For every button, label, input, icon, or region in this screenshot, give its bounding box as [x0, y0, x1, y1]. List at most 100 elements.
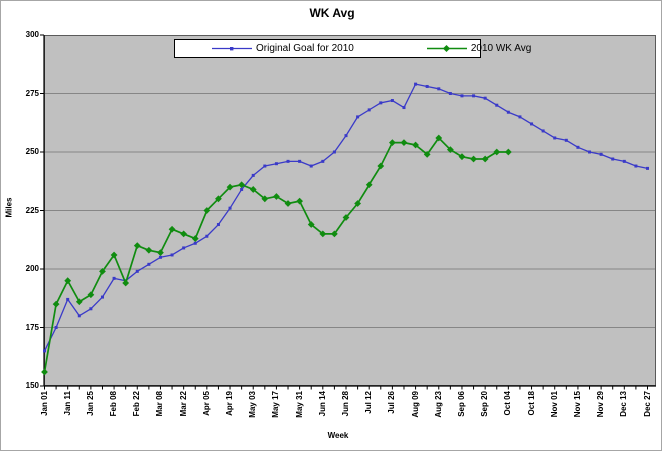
x-tick-label: Aug 23 — [433, 391, 443, 418]
square-marker-icon — [367, 108, 371, 112]
x-tick-label: Nov 29 — [596, 391, 606, 418]
x-tick-label: Jun 14 — [317, 391, 327, 417]
square-marker-icon — [541, 129, 545, 133]
x-tick-label: Oct 18 — [526, 391, 536, 416]
square-marker-icon — [216, 223, 220, 227]
square-marker-icon — [356, 115, 360, 119]
square-marker-icon — [518, 115, 522, 119]
diamond-marker-icon — [319, 230, 327, 238]
legend-goal-line-swatch — [212, 47, 252, 51]
square-marker-icon — [576, 145, 580, 149]
square-marker-icon — [588, 150, 592, 154]
diamond-marker-icon — [458, 153, 466, 161]
legend: Original Goal for 2010 2010 WK Avg — [174, 39, 531, 58]
square-marker-icon — [43, 349, 46, 353]
square-marker-icon — [622, 159, 626, 163]
diamond-marker-icon — [226, 183, 234, 191]
diamond-marker-icon — [493, 148, 501, 156]
square-marker-icon — [66, 297, 70, 301]
chart-title: WK Avg — [309, 6, 355, 20]
diamond-marker-icon — [168, 225, 176, 233]
square-marker-icon — [472, 94, 476, 98]
diamond-marker-icon — [342, 214, 350, 221]
square-marker-icon — [240, 187, 244, 191]
diamond-marker-icon — [238, 181, 246, 189]
diamond-marker-icon — [412, 141, 419, 149]
diamond-marker-icon — [504, 148, 512, 156]
square-marker-icon — [100, 295, 104, 299]
x-tick-label: May 31 — [294, 391, 304, 418]
diamond-marker-icon — [133, 242, 141, 249]
square-marker-icon — [274, 162, 278, 166]
diamond-marker-icon — [191, 235, 199, 242]
x-tick-label: Oct 04 — [503, 391, 513, 416]
square-marker-icon — [182, 246, 186, 250]
x-tick-label: Apr 05 — [201, 391, 211, 416]
square-marker-icon — [414, 82, 418, 86]
y-tick-label: 300 — [25, 30, 39, 39]
y-tick-label: 250 — [25, 147, 39, 156]
square-marker-icon — [77, 314, 81, 318]
square-marker-icon — [448, 92, 452, 95]
diamond-marker-icon — [388, 139, 396, 147]
x-tick-label: Jun 28 — [341, 391, 350, 417]
square-marker-icon — [390, 99, 394, 103]
diamond-marker-icon — [64, 277, 72, 285]
square-marker-icon — [506, 110, 510, 114]
x-tick-label: Dec 13 — [619, 391, 629, 417]
diamond-marker-icon — [203, 207, 211, 214]
x-tick-label: Jul 26 — [387, 391, 397, 414]
square-marker-icon — [646, 166, 649, 170]
square-marker-icon — [263, 164, 267, 168]
square-marker-icon — [425, 84, 429, 88]
square-marker-icon — [251, 173, 255, 177]
diamond-marker-icon — [354, 200, 361, 207]
square-marker-icon — [298, 159, 302, 163]
square-marker-icon — [147, 262, 151, 266]
y-tick-label: 150 — [25, 381, 39, 390]
x-tick-label: Feb 08 — [109, 391, 119, 417]
square-marker-icon — [599, 152, 603, 156]
x-tick-label: Jan 11 — [62, 391, 72, 416]
diamond-marker-icon — [307, 221, 315, 228]
square-marker-icon — [483, 96, 487, 100]
x-tick-label: Dec 27 — [642, 391, 652, 417]
diamond-marker-icon — [470, 155, 477, 163]
square-marker-icon — [495, 103, 499, 107]
square-marker-icon — [89, 307, 93, 311]
square-marker-icon — [402, 106, 406, 110]
x-tick-label: Mar 22 — [178, 391, 188, 417]
diamond-marker-icon — [180, 230, 188, 238]
square-marker-icon — [228, 206, 232, 210]
square-marker-icon — [170, 253, 174, 257]
diamond-marker-icon — [284, 200, 292, 207]
diamond-marker-icon — [296, 197, 304, 205]
square-marker-icon — [344, 134, 348, 138]
diamond-marker-icon — [442, 44, 450, 53]
x-tick-label: Sep 20 — [480, 391, 490, 417]
square-marker-icon — [530, 122, 534, 126]
diamond-marker-icon — [400, 139, 408, 147]
x-tick-label: Aug 09 — [410, 391, 420, 418]
diamond-marker-icon — [365, 181, 373, 189]
square-marker-icon — [286, 159, 290, 163]
legend-goal-label: Original Goal for 2010 — [256, 43, 354, 54]
square-marker-icon — [158, 255, 162, 259]
square-marker-icon — [634, 164, 638, 168]
square-marker-icon — [193, 241, 197, 245]
diamond-marker-icon — [423, 150, 431, 158]
x-tick-label: May 17 — [271, 391, 281, 418]
square-marker-icon — [54, 326, 58, 329]
x-tick-label: Apr 19 — [225, 391, 235, 416]
x-tick-label: Mar 08 — [155, 391, 165, 417]
x-tick-label: Feb 22 — [132, 391, 142, 417]
diamond-marker-icon — [87, 291, 95, 299]
square-marker-icon — [553, 136, 557, 140]
y-tick-label: 175 — [25, 322, 39, 332]
x-tick-label: Sep 06 — [456, 391, 466, 417]
x-tick-label: Nov 01 — [549, 391, 559, 418]
square-marker-icon — [437, 87, 441, 91]
square-marker-icon — [309, 164, 313, 168]
diamond-marker-icon — [377, 162, 385, 170]
